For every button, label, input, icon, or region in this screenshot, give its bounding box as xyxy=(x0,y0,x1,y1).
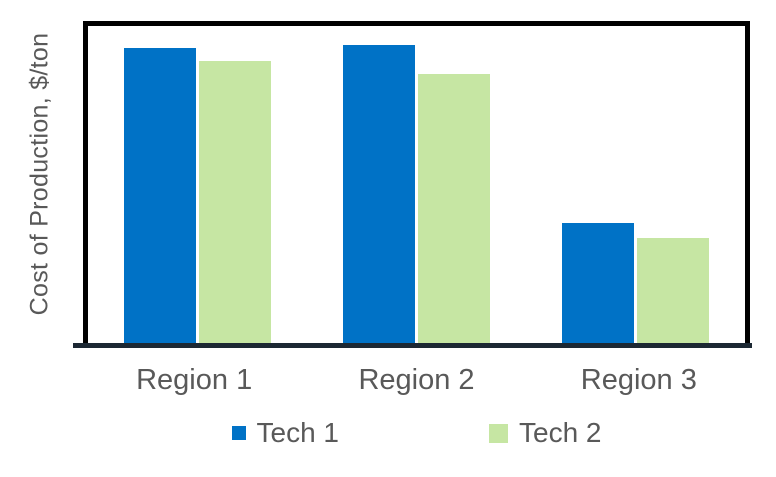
legend-swatch-tech-1 xyxy=(231,426,246,440)
bar-group-region-2 xyxy=(307,26,526,343)
y-axis-title: Cost of Production, $/ton xyxy=(25,32,54,316)
plot-area xyxy=(73,21,752,348)
x-axis-line xyxy=(73,343,752,348)
bar-tech-2-region-3 xyxy=(637,238,709,343)
bar-tech-1-region-1 xyxy=(124,48,196,343)
bar-tech-2-region-1 xyxy=(199,60,271,343)
legend-item-tech-1: Tech 1 xyxy=(231,417,340,449)
bar-tech-1-region-2 xyxy=(343,45,415,343)
x-axis-label-region-3: Region 3 xyxy=(580,364,697,396)
x-axis-label-region-2: Region 2 xyxy=(358,364,475,396)
bar-tech-2-region-2 xyxy=(418,73,490,343)
chart-legend: Tech 1 Tech 2 xyxy=(83,417,750,449)
x-axis-label-region-1: Region 1 xyxy=(136,364,253,396)
legend-label-tech-1: Tech 1 xyxy=(256,417,340,448)
legend-label-tech-2: Tech 2 xyxy=(519,417,602,448)
bar-group-region-3 xyxy=(526,26,745,343)
bar-group-region-1 xyxy=(88,26,307,343)
bar-tech-1-region-3 xyxy=(562,222,634,343)
legend-swatch-tech-2 xyxy=(489,423,508,443)
legend-item-tech-2: Tech 2 xyxy=(489,417,602,449)
x-axis-category-labels: Region 1 Region 2 Region 3 xyxy=(83,364,750,397)
